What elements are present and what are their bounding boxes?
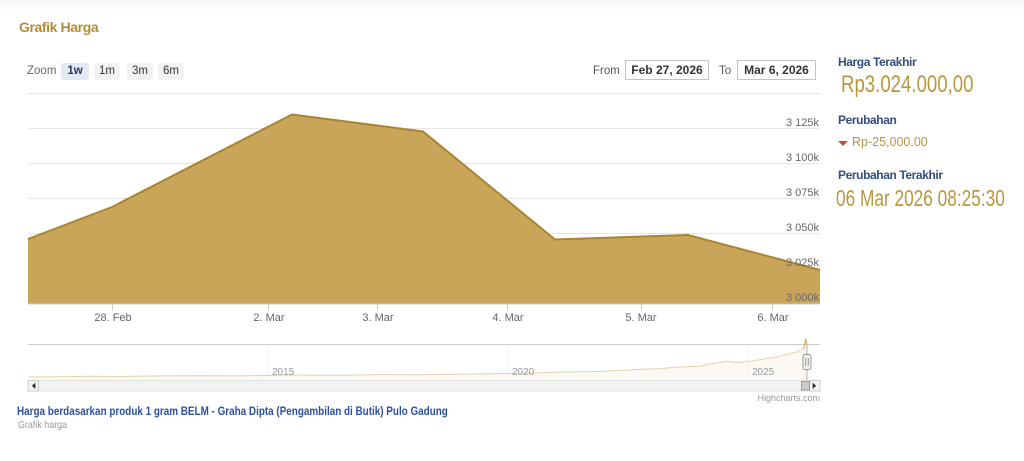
svg-text:2. Mar: 2. Mar — [253, 312, 285, 324]
svg-text:2015: 2015 — [272, 367, 295, 378]
svg-text:3 125k: 3 125k — [786, 117, 820, 129]
svg-text:3. Mar: 3. Mar — [362, 312, 394, 324]
svg-text:3 075k: 3 075k — [786, 187, 820, 199]
svg-text:3 000k: 3 000k — [786, 292, 820, 304]
svg-text:2020: 2020 — [512, 367, 535, 378]
svg-text:3 100k: 3 100k — [786, 152, 820, 164]
svg-text:Highcharts.com: Highcharts.com — [757, 393, 820, 403]
svg-text:4. Mar: 4. Mar — [492, 312, 524, 324]
svg-text:3 025k: 3 025k — [786, 257, 820, 269]
svg-text:6. Mar: 6. Mar — [757, 312, 789, 324]
svg-text:2025: 2025 — [752, 367, 775, 378]
svg-text:28. Feb: 28. Feb — [94, 312, 131, 324]
svg-text:3 050k: 3 050k — [786, 222, 820, 234]
svg-text:5. Mar: 5. Mar — [625, 312, 657, 324]
